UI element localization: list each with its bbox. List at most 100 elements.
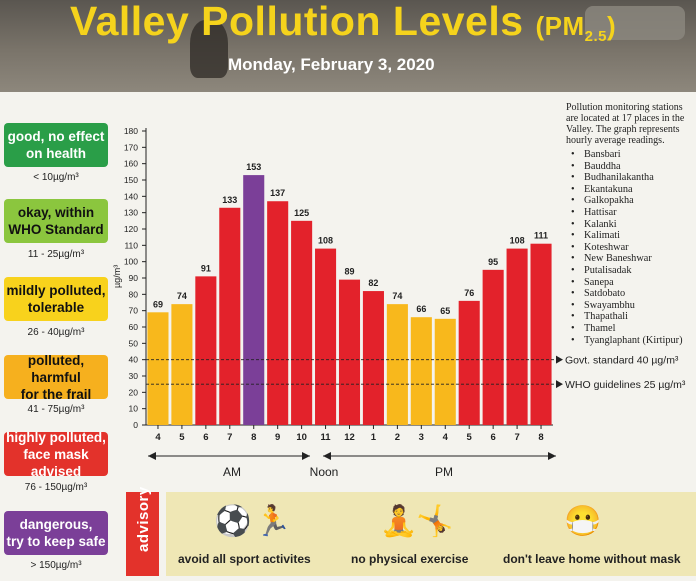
bar-value-label: 65	[440, 306, 450, 316]
x-tick-label: 9	[275, 432, 280, 443]
station-list: BansbariBauddhaBudhanilakanthaEkantakuna…	[566, 149, 683, 346]
y-tick-label: 50	[129, 338, 139, 348]
bar-value-label: 133	[222, 195, 237, 205]
y-tick-label: 130	[124, 208, 138, 218]
period-label: Noon	[310, 465, 339, 479]
y-tick-label: 90	[129, 273, 139, 283]
bar-value-label: 89	[344, 267, 354, 277]
legend-mild: mildly polluted, tolerable	[4, 277, 108, 321]
bar	[506, 248, 528, 425]
legend-okay: okay, within WHO Standard	[4, 199, 108, 243]
bar	[530, 243, 552, 425]
bar	[482, 269, 504, 425]
advisory-sport: avoid all sport activites	[178, 552, 311, 566]
x-tick-label: 10	[296, 432, 307, 443]
y-tick-label: 40	[129, 355, 139, 365]
stations-note: Pollution monitoring stations are locate…	[566, 102, 685, 146]
station-item: Koteshwar	[566, 242, 683, 254]
stretch-icon: 🤸	[416, 505, 454, 538]
advisory-tag-text: advisory	[135, 486, 152, 552]
advisory-tag: advisory	[126, 486, 159, 576]
station-item: Ekantakuna	[566, 184, 683, 196]
legend-high: highly polluted, face mask advised	[4, 429, 108, 479]
bar-value-label: 76	[464, 288, 474, 298]
legend-good-range: < 10µg/m³	[33, 172, 79, 183]
station-item: Kalimati	[566, 230, 683, 242]
y-tick-label: 150	[124, 175, 138, 185]
bar	[362, 291, 384, 425]
y-tick-label: 30	[129, 371, 139, 381]
bar	[386, 304, 408, 425]
station-item: Satdobato	[566, 288, 683, 300]
pm-label-text: (PM	[535, 11, 585, 41]
reference-arrow	[556, 380, 563, 389]
bar-value-label: 91	[201, 263, 211, 273]
legend-dangerous-line2: try to keep safe	[6, 534, 106, 549]
legend-dangerous-line1: dangerous,	[19, 517, 93, 532]
title-text: Valley Pollution Levels	[70, 0, 524, 44]
runner-icon: 🏃	[254, 505, 292, 538]
y-tick-label: 140	[124, 191, 138, 201]
car-photo-shape	[585, 6, 685, 40]
pm-arrow-left	[323, 452, 331, 460]
legend-mild-line2: tolerable	[27, 300, 85, 315]
legend-high-line2: face mask advised	[23, 446, 89, 479]
bar-value-label: 153	[246, 162, 261, 172]
y-tick-label: 80	[129, 289, 139, 299]
reference-label: WHO guidelines 25 µg/m³	[565, 379, 686, 391]
legend-okay-line2: WHO Standard	[8, 222, 104, 237]
x-tick-label: 7	[227, 432, 232, 443]
station-item: Tyanglaphant (Kirtipur)	[566, 335, 683, 347]
sport-icon: ⚽	[214, 505, 252, 538]
bar-value-label: 111	[534, 231, 548, 241]
legend-mild-range: 26 - 40µg/m³	[27, 327, 85, 338]
station-item: Galkopakha	[566, 195, 683, 207]
pm-arrow-right	[548, 452, 556, 460]
x-tick-label: 5	[467, 432, 473, 443]
y-tick-label: 170	[124, 142, 138, 152]
legend-polluted-line1: polluted, harmful	[27, 352, 85, 385]
legend-dangerous: dangerous, try to keep safe	[4, 511, 108, 555]
advisory-items: ⚽ 🏃 avoid all sport activites 🧘 🤸 no phy…	[166, 492, 696, 576]
x-tick-label: 3	[419, 432, 424, 443]
x-tick-label: 4	[443, 432, 449, 443]
station-item: Putalisadak	[566, 265, 683, 277]
y-tick-label: 60	[129, 322, 139, 332]
y-tick-label: 110	[124, 240, 138, 250]
advisory-exercise: no physical exercise	[351, 552, 469, 566]
am-arrow-left	[148, 452, 156, 460]
legend-polluted-line2: for the frail	[20, 386, 92, 402]
bar	[219, 207, 241, 425]
station-item: Swayambhu	[566, 300, 683, 312]
y-tick-label: 0	[133, 420, 138, 430]
station-item: Bauddha	[566, 161, 683, 173]
am-arrow-right	[302, 452, 310, 460]
bar-value-label: 108	[318, 236, 333, 246]
x-tick-label: 4	[155, 432, 161, 443]
period-label: PM	[435, 465, 453, 479]
y-tick-label: 100	[124, 257, 138, 267]
advisory-mask: don't leave home without mask	[503, 552, 681, 566]
bar-value-label: 137	[270, 188, 285, 198]
legend-polluted: polluted, harmful for the frail	[4, 352, 108, 402]
y-tick-label: 160	[124, 159, 138, 169]
legend-high-line1: highly polluted,	[6, 429, 106, 445]
bar-value-label: 95	[488, 257, 498, 267]
page-title: Valley Pollution Levels (PM2.5)	[70, 0, 616, 45]
bar	[267, 201, 289, 425]
legend-mild-line1: mildly polluted,	[6, 283, 106, 298]
y-tick-label: 70	[129, 306, 139, 316]
reference-label: Govt. standard 40 µg/m³	[565, 355, 679, 367]
bar	[458, 300, 480, 425]
motorbike-photo-shape	[190, 20, 228, 78]
period-label: AM	[223, 465, 241, 479]
advisory-panel: advisory ⚽ 🏃 avoid all sport activites 🧘…	[126, 486, 696, 576]
x-tick-label: 5	[179, 432, 185, 443]
mask-icon: 😷	[564, 505, 602, 538]
bar-value-label: 66	[416, 304, 426, 314]
exercise-icon: 🧘	[380, 505, 418, 538]
station-item: Thamel	[566, 323, 683, 335]
bar	[338, 279, 361, 425]
legend-good: good, no effect on health	[4, 123, 108, 167]
bar	[410, 317, 432, 425]
